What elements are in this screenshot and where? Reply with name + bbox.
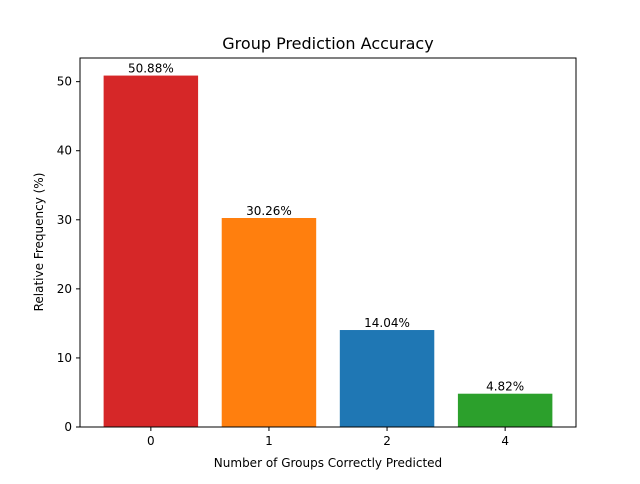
x-tick-label: 0	[147, 434, 155, 448]
chart-title: Group Prediction Accuracy	[222, 34, 433, 53]
data-label-1: 30.26%	[246, 204, 292, 218]
data-label-2: 14.04%	[364, 316, 410, 330]
y-axis-ticks: 0 10 20 30 40 50	[57, 75, 80, 434]
x-tick-label: 4	[501, 434, 509, 448]
data-label-4: 4.82%	[486, 380, 524, 394]
y-axis-label: Relative Frequency (%)	[32, 173, 46, 312]
bar-0	[103, 75, 199, 428]
bar-2	[339, 330, 435, 427]
x-axis-label: Number of Groups Correctly Predicted	[214, 456, 442, 470]
y-tick-label: 10	[57, 351, 72, 365]
data-labels-group: 50.88% 30.26% 14.04% 4.82%	[128, 62, 524, 394]
data-label-0: 50.88%	[128, 62, 174, 76]
plot-frame	[79, 57, 577, 428]
y-tick-label: 0	[64, 420, 72, 434]
y-tick-label: 50	[57, 75, 72, 89]
y-tick-label: 20	[57, 282, 72, 296]
bar-1	[221, 217, 317, 427]
bar-4	[457, 393, 553, 427]
x-tick-label: 2	[383, 434, 391, 448]
x-axis-ticks: 0 1 2 4	[147, 427, 509, 448]
x-tick-label: 1	[265, 434, 273, 448]
y-tick-label: 30	[57, 213, 72, 227]
bars-group	[103, 75, 553, 428]
y-tick-label: 40	[57, 144, 72, 158]
